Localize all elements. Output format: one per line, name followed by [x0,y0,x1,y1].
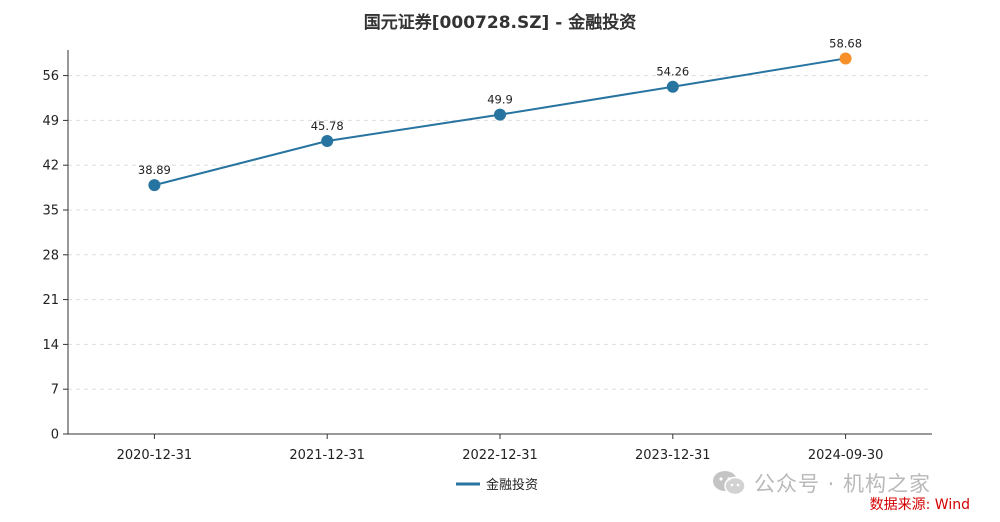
series-layer: 38.89 45.78 49.9 54.26 58.68 [138,36,862,192]
data-label: 54.26 [656,65,689,79]
axes: 0 7 14 21 28 35 42 49 56 2020-12-31 2021-12-31 2022… [42,50,932,463]
chart-title: 国元证券[000728.SZ] - 金融投资 [364,12,636,33]
x-tick-label: 2024-09-30 [808,448,884,463]
y-tick-label: 7 [51,383,59,398]
watermark: 公众号 · 机构之家 [712,468,931,498]
y-tick-label: 35 [42,204,59,219]
data-point [666,80,679,93]
y-tick-label: 49 [42,114,59,129]
grid [68,75,932,390]
data-label: 45.78 [311,119,344,133]
wechat-icon [713,471,746,496]
series-line [154,57,846,187]
data-source: 数据来源: Wind [869,497,970,513]
y-tick-label: 56 [42,69,59,84]
y-tick-label: 0 [51,428,59,443]
data-point [321,135,334,148]
x-tick-label: 2020-12-31 [117,448,193,463]
y-tick-label: 42 [42,159,59,174]
legend-label: 金融投资 [486,477,538,493]
watermark-text: 公众号 · 机构之家 [754,472,932,496]
highlight-point [839,52,852,65]
y-tick-label: 28 [42,248,59,263]
data-point [148,179,161,192]
y-tick-label: 21 [42,293,59,308]
data-label: 38.89 [138,163,171,177]
legend[interactable]: 金融投资 [456,477,538,493]
x-tick-label: 2023-12-31 [635,448,711,463]
data-point [494,108,506,121]
data-label: 49.9 [487,93,513,107]
x-tick-label: 2022-12-31 [462,448,538,463]
y-tick-label: 14 [42,338,59,353]
data-label: 58.68 [829,36,862,50]
x-tick-label: 2021-12-31 [289,448,365,463]
